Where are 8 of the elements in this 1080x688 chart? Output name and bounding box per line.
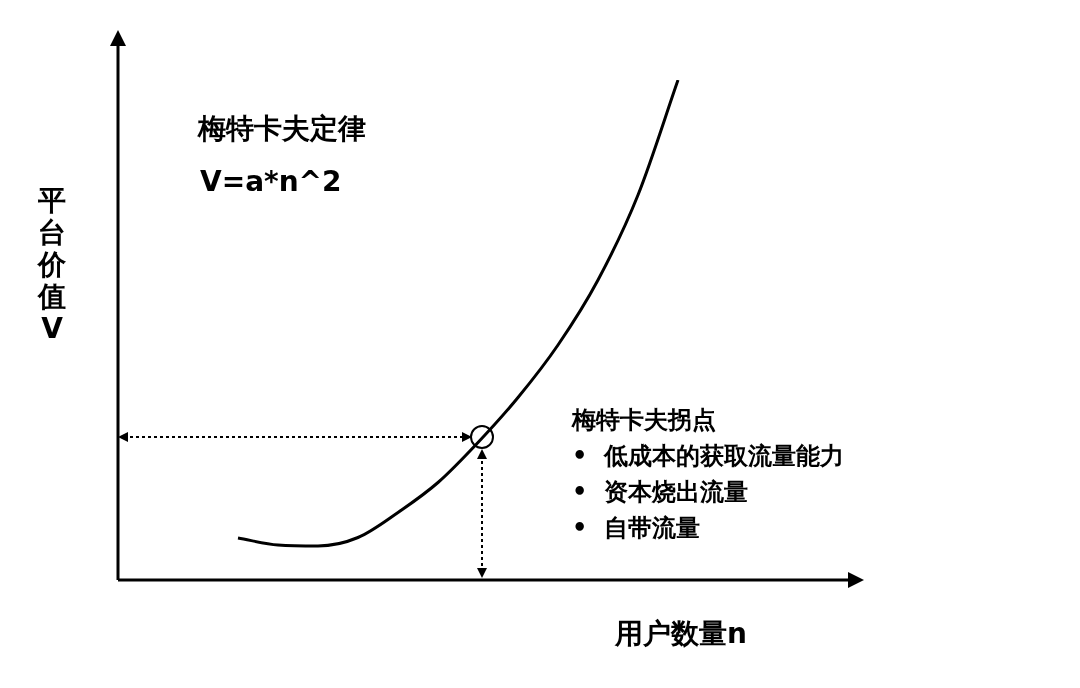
annotation: • 低成本的获取流量能力: [572, 441, 845, 472]
x-axis-title: 用户数量n: [615, 616, 747, 652]
annotation: • 资本烧出流量: [572, 477, 750, 508]
annotation: • 自带流量: [572, 513, 702, 544]
text: V=a*n^2: [200, 165, 342, 198]
y-axis-title: 平台价值V: [38, 184, 66, 345]
text: 梅特卡夫定律: [198, 111, 366, 147]
annotation: 梅特卡夫拐点: [572, 405, 717, 436]
